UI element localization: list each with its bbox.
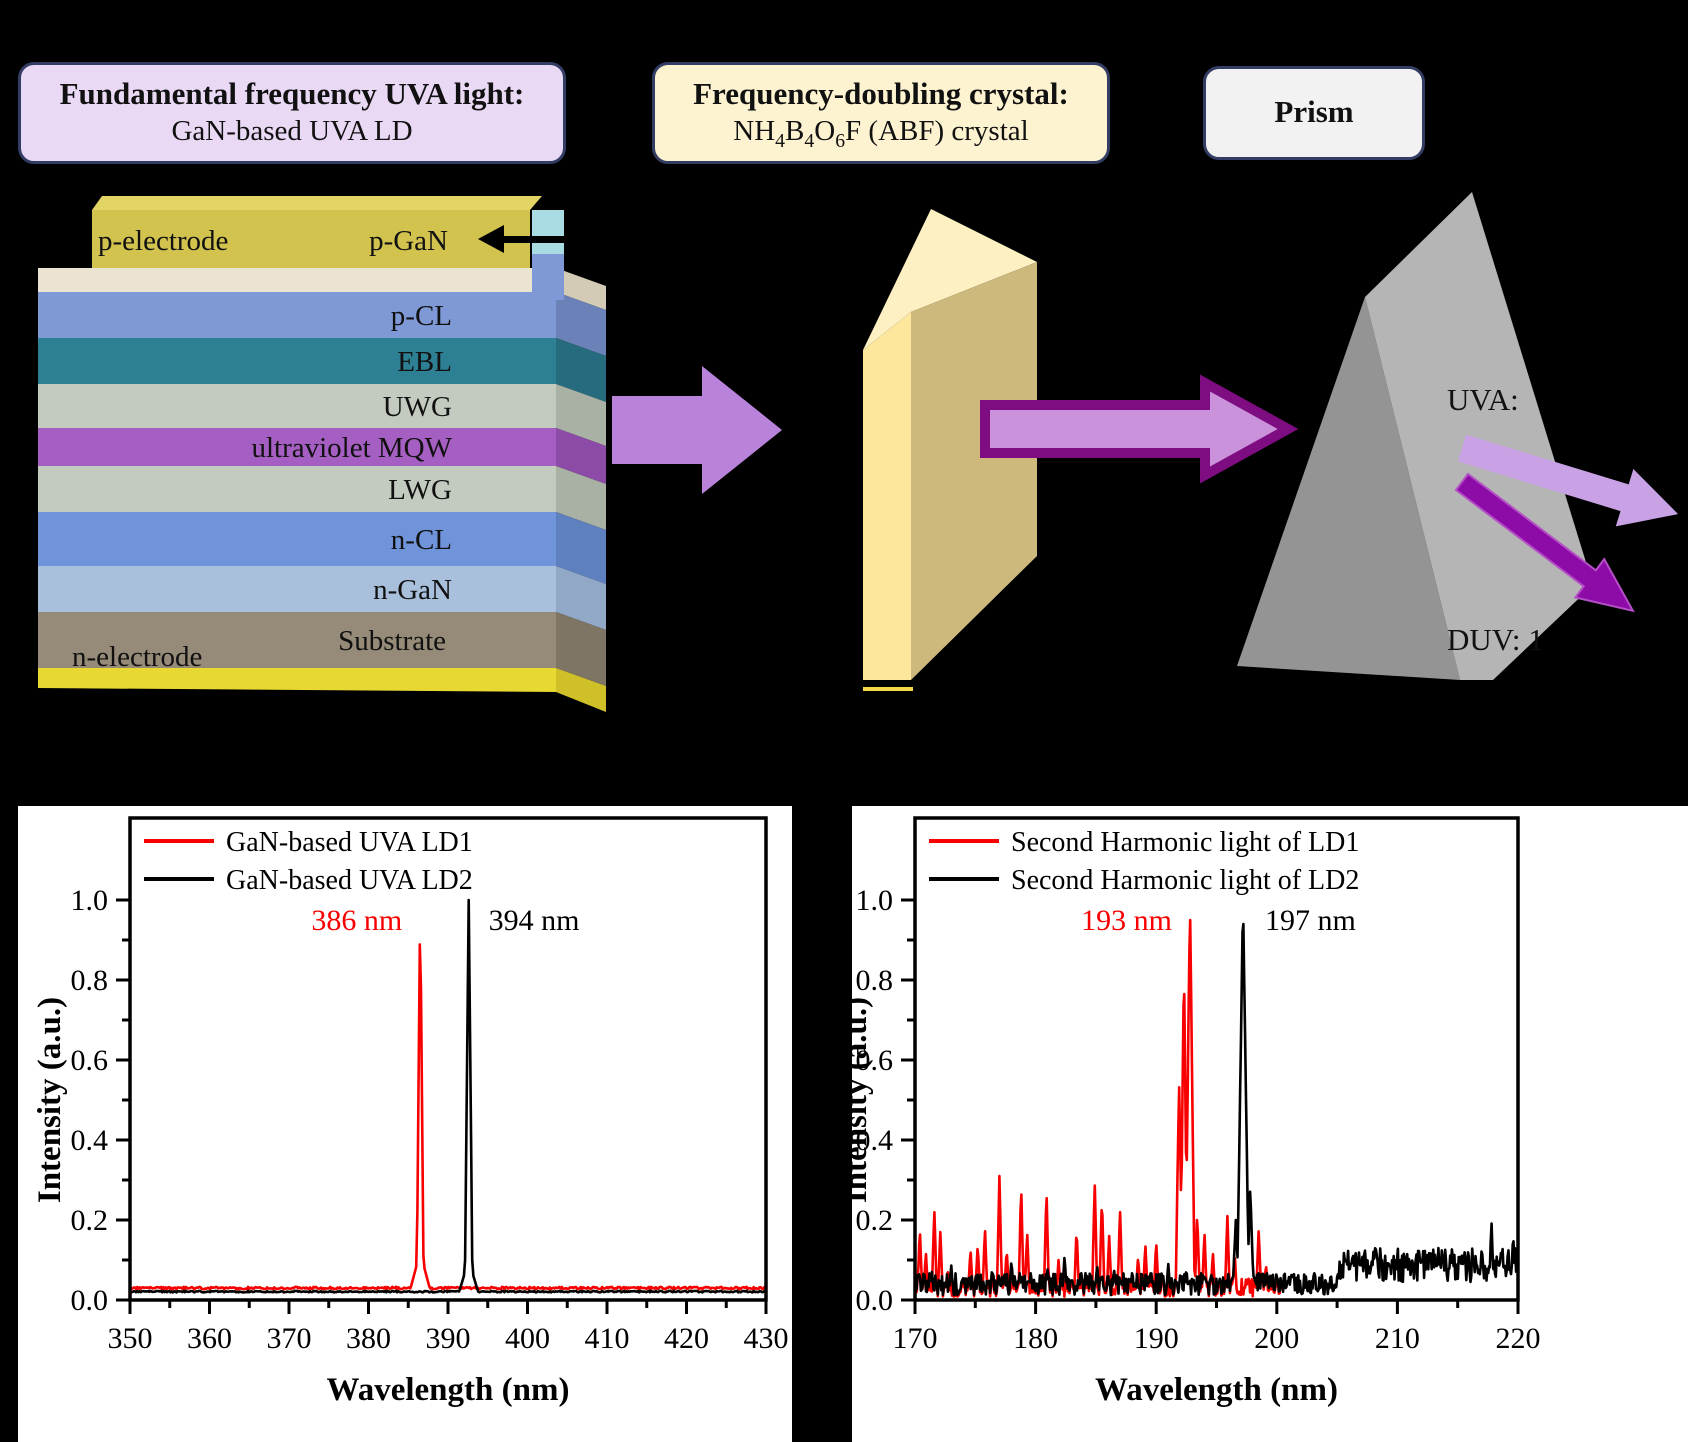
prism-box-title: Prism	[1274, 94, 1354, 129]
ld-spectrum-tick-labels: 350 360 370 380 390 400 410 420 430 0.0 0.2 0.4 0.6 0…	[71, 884, 789, 1355]
ld-spectrum-legend: GaN-based UVA LD1 GaN-based UVA LD2	[144, 827, 473, 896]
shg-spectrum-peak-label-1: 197 nm	[1265, 904, 1356, 937]
schematic-diagram: p-electrode p-GaN p-CL EBL UWG ultraviol…	[38, 192, 1679, 712]
p-electrode-bar	[92, 196, 542, 268]
shg-spectrum-ylabel: Intensity (a.u.)	[838, 997, 874, 1203]
ld-spectrum-ticks	[116, 898, 768, 1314]
ld-spectrum-frame	[128, 816, 768, 1302]
svg-text:430: 430	[744, 1322, 789, 1355]
ld-layer-labels: p-electrode p-GaN p-CL EBL UWG ultraviol…	[72, 225, 453, 673]
ridge-arrow-icon	[478, 225, 608, 253]
svg-text:0.8: 0.8	[71, 964, 109, 997]
svg-text:350: 350	[108, 1322, 153, 1355]
ld-spectrum-ylabel: Intensity (a.u.)	[32, 997, 68, 1203]
layer-label-ncl: n-CL	[391, 524, 452, 556]
svg-text:200: 200	[1254, 1322, 1299, 1355]
svg-text:190: 190	[1134, 1322, 1179, 1355]
svg-text:0.2: 0.2	[71, 1204, 109, 1237]
shg-spectrum-xlabel: Wavelength (nm)	[1095, 1372, 1338, 1408]
svg-text:400: 400	[505, 1322, 550, 1355]
crystal-box-title: Frequency-doubling crystal:	[693, 76, 1069, 111]
ld-spectrum-xlabel: Wavelength (nm)	[327, 1372, 570, 1408]
shg-spectrum-panel: 170 180 190 200 210 220 0.0 0.2 0.4 0.6 0.8 1.0 Seco…	[838, 806, 1688, 1442]
svg-text:0.6: 0.6	[856, 1044, 894, 1077]
layer-label-substrate: Substrate	[338, 625, 446, 657]
svg-text:420: 420	[664, 1322, 709, 1355]
ridge-waveguide	[532, 210, 564, 300]
ld-spectrum-series-1	[130, 898, 766, 1294]
shg-spectrum-series-1	[915, 922, 1518, 1297]
uva-light-box: Fundamental frequency UVA light: GaN-bas…	[18, 62, 566, 164]
crystal-base-mark	[863, 687, 913, 691]
ld-spectrum-background	[18, 806, 792, 1442]
abf-crystal	[863, 209, 1037, 691]
shg-spectrum-background	[852, 806, 1688, 1442]
svg-text:0.4: 0.4	[71, 1124, 109, 1157]
shg-spectrum-legend: Second Harmonic light of LD1 Second Harmo…	[929, 827, 1359, 896]
duv-output-label: DUV: 1	[1447, 622, 1544, 657]
layer-label-lwg: LWG	[388, 474, 452, 506]
shg-spectrum-peak-label-0: 193 nm	[1081, 904, 1172, 937]
shg-beam-arrow	[980, 374, 1299, 484]
svg-text:410: 410	[585, 1322, 630, 1355]
svg-text:0.8: 0.8	[856, 964, 894, 997]
svg-text:0.6: 0.6	[71, 1044, 109, 1077]
uva-beam-arrow	[612, 366, 782, 494]
prism-shape	[1237, 192, 1593, 680]
svg-text:1.0: 1.0	[71, 884, 109, 917]
spectra-charts: 350 360 370 380 390 400 410 420 430 0.0 0.2 0.4 0.6 0…	[18, 806, 1688, 1442]
ld-spectrum-peak-label-1: 394 nm	[489, 904, 580, 937]
svg-text:0.4: 0.4	[856, 1124, 894, 1157]
svg-text:1.0: 1.0	[856, 884, 894, 917]
svg-text:Second Harmonic light of LD1: Second Harmonic light of LD1	[1011, 827, 1359, 858]
ld-spectrum-series-0	[130, 943, 766, 1291]
ld-spectrum-peak-label-0: 386 nm	[311, 904, 402, 937]
uva-output-arrow	[1457, 434, 1679, 527]
svg-text:GaN-based UVA LD2: GaN-based UVA LD2	[226, 865, 473, 896]
layer-label-mqw: ultraviolet MQW	[251, 432, 452, 464]
shg-spectrum-frame	[913, 816, 1520, 1302]
shg-spectrum-tick-labels: 170 180 190 200 210 220 0.0 0.2 0.4 0.6 0.8 1.0	[856, 884, 1541, 1355]
svg-text:0.0: 0.0	[71, 1284, 109, 1317]
layer-label-uwg: UWG	[383, 391, 452, 423]
ld-front-faces	[38, 268, 556, 692]
uva-output-label: UVA:	[1447, 382, 1519, 417]
svg-text:210: 210	[1375, 1322, 1420, 1355]
crystal-box: Frequency-doubling crystal: NH4B4O6F (AB…	[652, 62, 1110, 164]
uva-box-subtitle: GaN-based UVA LD	[171, 115, 413, 147]
svg-text:170: 170	[893, 1322, 938, 1355]
ld-side-faces	[556, 268, 606, 712]
p-gan-label: p-GaN	[369, 225, 448, 257]
layer-label-pcl: p-CL	[391, 300, 452, 332]
svg-text:GaN-based UVA LD1: GaN-based UVA LD1	[226, 827, 473, 858]
svg-text:370: 370	[267, 1322, 312, 1355]
p-electrode-label: p-electrode	[98, 225, 228, 257]
layer-label-ngan: n-GaN	[373, 574, 452, 606]
layer-label-ebl: EBL	[397, 346, 452, 378]
n-electrode-label: n-electrode	[72, 641, 202, 673]
svg-text:Second Harmonic light of LD2: Second Harmonic light of LD2	[1011, 865, 1359, 896]
svg-text:220: 220	[1496, 1322, 1541, 1355]
svg-text:380: 380	[346, 1322, 391, 1355]
uva-box-title: Fundamental frequency UVA light:	[59, 76, 525, 111]
svg-text:180: 180	[1013, 1322, 1058, 1355]
svg-text:0.2: 0.2	[856, 1204, 894, 1237]
svg-text:360: 360	[187, 1322, 232, 1355]
prism-box: Prism	[1203, 66, 1425, 160]
svg-text:390: 390	[426, 1322, 471, 1355]
svg-text:0.0: 0.0	[856, 1284, 894, 1317]
ld-spectrum-panel: 350 360 370 380 390 400 410 420 430 0.0 0.2 0.4 0.6 0…	[18, 806, 792, 1442]
crystal-box-formula: NH4B4O6F (ABF) crystal	[733, 115, 1029, 152]
duv-output-arrow	[1454, 472, 1635, 613]
